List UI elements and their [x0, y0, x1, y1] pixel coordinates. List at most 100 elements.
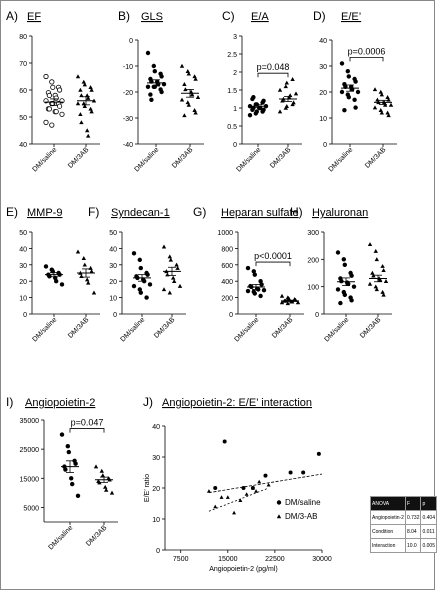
- triangle-point: [244, 492, 249, 496]
- panel-letter: J): [143, 395, 153, 409]
- triangle-point: [93, 464, 99, 469]
- y-tick-label: 0: [233, 142, 237, 149]
- open-circle-point: [43, 73, 49, 80]
- triangle-point: [283, 84, 288, 89]
- circle-point: [259, 282, 264, 287]
- triangle-point: [254, 489, 259, 493]
- category-label: DM/saline: [133, 146, 160, 173]
- triangle-point: [97, 480, 102, 485]
- triangle-point: [89, 269, 94, 274]
- y-tick-label: 0: [129, 38, 133, 45]
- y-tick-label: 35000: [20, 418, 40, 425]
- triangle-point: [385, 95, 390, 99]
- y-tick-label: -20: [123, 90, 133, 97]
- y-tick-label: 1.5: [227, 88, 237, 95]
- triangle-point: [185, 69, 190, 73]
- circle-point: [251, 95, 256, 100]
- triangle-point: [378, 108, 383, 112]
- circle-point: [258, 293, 263, 299]
- circle-point: [70, 481, 75, 487]
- category-label: DM/saline: [235, 146, 262, 173]
- significance-bracket: [69, 428, 105, 433]
- circle-point: [245, 288, 251, 294]
- triangle-point: [82, 104, 87, 108]
- circle-point: [276, 500, 282, 505]
- triangle-point: [286, 296, 291, 301]
- triangle-point: [293, 91, 299, 96]
- y-tick-label: 10: [19, 296, 27, 303]
- y-tick-label: 0: [315, 312, 319, 319]
- triangle-point: [385, 110, 390, 115]
- anova-cell: Interaction: [370, 538, 406, 553]
- triangle-point: [81, 79, 86, 84]
- circle-point: [339, 279, 344, 284]
- category-label: DM/3AB: [67, 146, 91, 170]
- panel-letter: A): [6, 9, 18, 23]
- triangle-point: [75, 74, 81, 79]
- triangle-point: [161, 287, 167, 292]
- panel-letter: B): [118, 9, 130, 23]
- y-tick-label: -30: [123, 116, 133, 123]
- triangle-point: [380, 263, 385, 268]
- significance-bracket: [349, 57, 384, 62]
- triangle-point: [213, 504, 218, 509]
- triangle-point: [89, 109, 94, 114]
- circle-point: [47, 274, 52, 279]
- y-tick-label: 30: [152, 455, 160, 462]
- triangle-point: [179, 63, 185, 68]
- triangle-point: [367, 242, 373, 247]
- category-label: DM/saline: [233, 316, 260, 343]
- category-label: DM/3AB: [67, 316, 91, 340]
- triangle-point: [378, 89, 383, 94]
- triangle-point: [85, 277, 90, 282]
- panel-title: Angiopoietin-2: E/E’ interaction: [162, 397, 312, 409]
- y-tick-label: 50: [19, 115, 27, 122]
- triangle-point: [378, 277, 383, 282]
- circle-point: [43, 264, 49, 269]
- panel-title: Hyaluronan: [312, 207, 368, 219]
- circle-point: [335, 250, 341, 255]
- y-tick-label: 50: [19, 230, 27, 237]
- circle-point: [145, 50, 151, 56]
- circle-point: [346, 281, 351, 287]
- triangle-point: [167, 254, 172, 259]
- triangle-point: [193, 110, 198, 115]
- triangle-point: [81, 256, 86, 260]
- triangle-point: [183, 87, 188, 92]
- circle-point: [342, 292, 347, 298]
- triangle-point: [276, 514, 282, 519]
- triangle-point: [190, 92, 195, 97]
- circle-point: [342, 262, 347, 267]
- anova-header-row: ANOVA F p: [370, 496, 437, 511]
- y-tick-label: 60: [19, 88, 27, 95]
- circle-point: [263, 473, 268, 478]
- y-tick-label: 15000: [20, 476, 40, 483]
- open-circle-point: [49, 79, 55, 85]
- circle-point: [131, 251, 137, 256]
- anova-cell: 8.04: [404, 524, 422, 539]
- open-circle-point: [46, 106, 53, 112]
- triangle-point: [379, 92, 384, 97]
- x-tick-label: 22500: [265, 556, 285, 563]
- panel-title: E/E’: [341, 11, 361, 23]
- y-tick-label: 1: [233, 106, 237, 113]
- anova-header-cell: p: [420, 496, 437, 511]
- triangle-point: [291, 100, 296, 105]
- triangle-point: [381, 268, 386, 273]
- circle-point: [247, 113, 253, 118]
- triangle-point: [89, 87, 94, 92]
- triangle-point: [177, 283, 183, 288]
- anova-header-cell: F: [404, 496, 422, 511]
- circle-point: [145, 272, 150, 277]
- y-tick-label: 30: [319, 64, 327, 71]
- triangle-point: [277, 109, 283, 114]
- y-tick-label: 25000: [20, 447, 40, 454]
- panel-letter: C): [222, 9, 235, 23]
- anova-row: Interaction 10.0 0.005: [370, 538, 437, 553]
- anova-cell: Angiopoietin-2: [370, 510, 406, 525]
- triangle-point: [372, 105, 378, 110]
- circle-point: [252, 291, 257, 296]
- circle-point: [65, 444, 71, 449]
- circle-point: [352, 97, 357, 103]
- open-circle-point: [53, 95, 59, 101]
